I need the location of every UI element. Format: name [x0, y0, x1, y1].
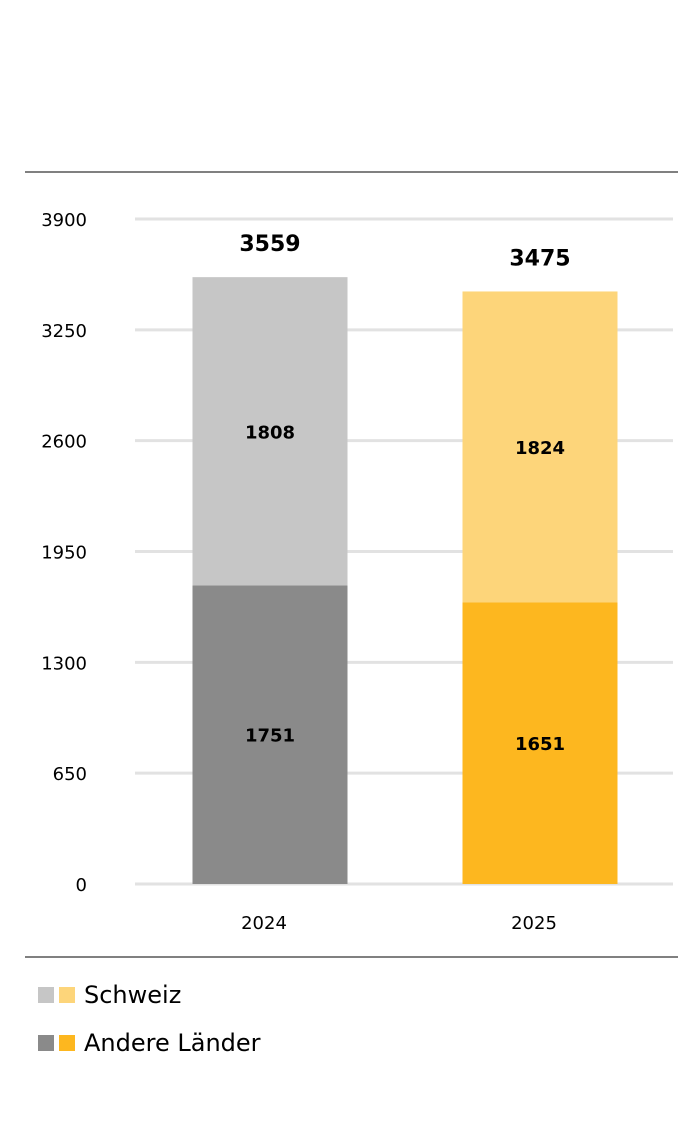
- bar-segment: [462, 602, 618, 884]
- segment-label: 1651: [515, 734, 565, 755]
- legend-swatch: [38, 987, 54, 1003]
- x-tick-label: 2024: [241, 913, 287, 934]
- total-label: 3475: [509, 246, 570, 271]
- segment-label: 1824: [515, 438, 565, 459]
- segment-label: 1751: [245, 726, 295, 747]
- y-tick-label: 1300: [41, 653, 87, 674]
- legend-swatch: [38, 1035, 54, 1051]
- segment-label: 1808: [245, 422, 295, 443]
- x-tick-label: 2025: [511, 913, 557, 934]
- y-tick-label: 3900: [41, 210, 87, 231]
- bar-segment: [192, 585, 348, 884]
- legend-swatch: [59, 1035, 75, 1051]
- bar-segment: [462, 291, 618, 603]
- legend-label: Schweiz: [84, 981, 181, 1009]
- y-tick-label: 3250: [41, 321, 87, 342]
- y-tick-label: 2600: [41, 432, 87, 453]
- total-label: 3559: [239, 232, 300, 257]
- legend-label: Andere Länder: [84, 1029, 261, 1057]
- bar-segment: [192, 277, 348, 586]
- legend-swatch: [59, 987, 75, 1003]
- y-tick-label: 0: [76, 875, 87, 896]
- y-tick-label: 1950: [41, 543, 87, 564]
- y-tick-label: 650: [53, 764, 87, 785]
